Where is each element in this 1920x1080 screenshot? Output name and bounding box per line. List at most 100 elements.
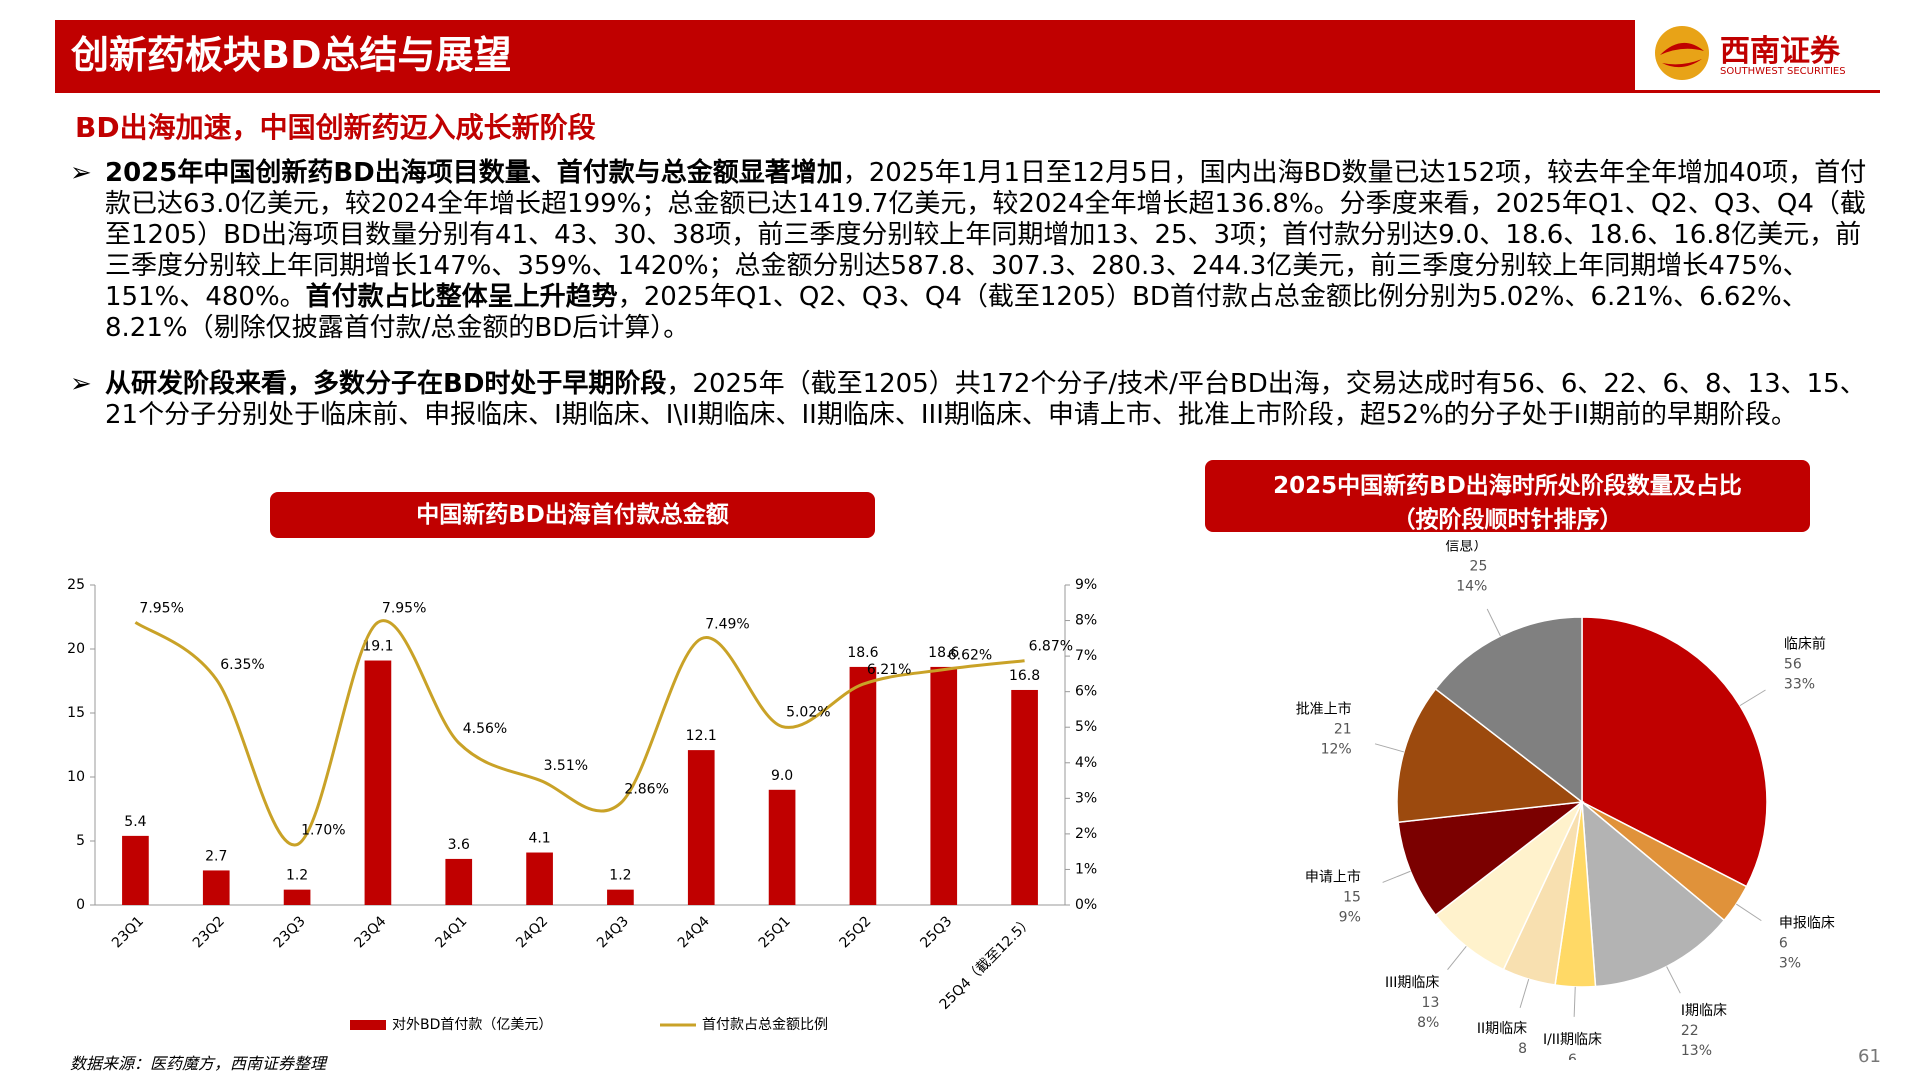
leader-line xyxy=(1486,608,1501,637)
pie-banner: 2025中国新药BD出海时所处阶段数量及占比 （按阶段顺时针排序） xyxy=(1205,460,1810,533)
y-tick-label: 15 xyxy=(67,705,85,721)
slice-percent: 14% xyxy=(1456,579,1487,595)
leader-line xyxy=(1447,946,1467,971)
x-tick-label: 24Q2 xyxy=(513,913,551,951)
data-label: 5.4 xyxy=(124,814,146,830)
bar xyxy=(122,835,149,905)
x-tick-label: 23Q1 xyxy=(109,913,147,951)
y2-tick-label: 6% xyxy=(1075,684,1097,700)
bar xyxy=(364,660,392,905)
data-label: 6.21% xyxy=(867,662,911,678)
slice-percent: 8% xyxy=(1417,1015,1439,1031)
data-label: 9.0 xyxy=(771,768,793,784)
chart-title: 2025中国新药BD出海时所处阶段数量及占比 xyxy=(1273,473,1742,499)
bar xyxy=(202,870,230,905)
x-tick-label: 23Q4 xyxy=(352,913,390,951)
y-tick-label: 0 xyxy=(76,897,85,913)
slice-value: 22 xyxy=(1681,1023,1699,1039)
pie-slice xyxy=(1396,687,1584,824)
data-label: 18.6 xyxy=(847,645,878,661)
y2-tick-label: 2% xyxy=(1075,826,1097,842)
data-label: 18.6 xyxy=(928,645,959,661)
logo-english: SOUTHWEST SECURITIES xyxy=(1720,66,1846,77)
bullet: 2025年中国创新药BD出海项目数量、首付款与总金额显著增加，2025年1月1日… xyxy=(70,158,1875,344)
data-label: 12.1 xyxy=(686,728,717,744)
line xyxy=(134,619,1025,847)
header-rule xyxy=(55,90,1880,93)
leader-line xyxy=(1739,689,1766,707)
bar xyxy=(930,666,958,905)
leader-line xyxy=(1736,903,1762,922)
slice-percent: 12% xyxy=(1321,742,1352,758)
slice-value: 13 xyxy=(1422,995,1440,1011)
data-label: 5.02% xyxy=(786,705,830,721)
y-tick-label: 25 xyxy=(67,577,85,593)
data-label: 7.95% xyxy=(139,600,183,616)
slice-label: II期临床 xyxy=(1477,1021,1527,1037)
slice-percent: 9% xyxy=(1339,909,1361,925)
data-label: 2.7 xyxy=(205,848,227,864)
bar xyxy=(849,666,877,905)
bullet-text: ，2025年1月1日至12月5日，国内出海BD数量已达152项，较去年全年增加4… xyxy=(105,158,1867,312)
slice-value: 56 xyxy=(1784,657,1802,673)
data-label: 3.51% xyxy=(544,758,588,774)
data-label: 6.87% xyxy=(1029,639,1073,655)
subtitle: BD出海加速，中国创新药迈入成长新阶段 xyxy=(75,111,596,144)
slice-value: 15 xyxy=(1343,889,1361,905)
bullet-text: 2025年中国创新药BD出海项目数量、首付款与总金额显著增加 xyxy=(105,158,843,188)
slice-percent: 13% xyxy=(1681,1043,1712,1059)
leader-line xyxy=(1519,979,1530,1009)
data-label: 6.62% xyxy=(948,648,992,664)
leader-line xyxy=(1666,966,1681,994)
slice-label: 其它（技术/平台/无公开信息） xyxy=(1413,540,1488,555)
x-tick-label: 24Q4 xyxy=(675,913,713,951)
chart-subtitle: （按阶段顺时针排序） xyxy=(1392,507,1623,533)
source: 数据来源：医药魔方，西南证券整理 xyxy=(70,1054,327,1073)
slice-percent: 33% xyxy=(1784,677,1815,693)
leader-line xyxy=(1573,986,1576,1017)
slice-label: 批准上市 xyxy=(1296,701,1352,718)
slice-value: 25 xyxy=(1470,559,1488,575)
bullet-text: 从研发阶段来看，多数分子在BD时处于早期阶段 xyxy=(105,369,667,399)
data-label: 1.2 xyxy=(609,868,631,884)
bullet-text: 首付款占比整体呈上升趋势 xyxy=(305,282,618,312)
data-label: 7.95% xyxy=(382,600,426,616)
slice-label: 临床前 xyxy=(1784,636,1826,653)
slice-label: 申报临床 xyxy=(1779,915,1835,931)
y-tick-label: 20 xyxy=(67,641,85,657)
x-tick-label: 25Q1 xyxy=(756,913,794,951)
legend-label: 对外BD首付款（亿美元） xyxy=(392,1017,552,1033)
slice-label: 申请上市 xyxy=(1305,868,1361,885)
leader-line xyxy=(1382,870,1411,883)
bar xyxy=(445,858,473,905)
x-tick-label: 25Q2 xyxy=(837,913,875,951)
pie-chart: 临床前5633%申报临床63%I期临床2213%I/II期临床63%II期临床8… xyxy=(1296,540,1835,1060)
slice-value: 21 xyxy=(1334,722,1352,738)
bar-line-chart: 0 5 10 15 20 25 0% 1% 2% 3% 4% 5% 6% 7% 8% 9% 23Q1 23Q2 23… xyxy=(67,577,1097,1033)
y2-tick-label: 3% xyxy=(1075,790,1097,806)
x-tick-label: 25Q3 xyxy=(917,913,955,951)
logo: 西南证券 SOUTHWEST SECURITIES xyxy=(1650,18,1880,88)
slice-label: I/II期临床 xyxy=(1543,1032,1602,1048)
data-label: 1.2 xyxy=(286,868,308,884)
x-tick-label: 23Q2 xyxy=(190,913,228,951)
pie-slice xyxy=(1581,616,1768,888)
x-tick-label: 24Q1 xyxy=(432,913,470,951)
x-tick-label: 24Q3 xyxy=(594,913,632,951)
data-label: 7.49% xyxy=(705,617,749,633)
data-label: 6.35% xyxy=(220,657,264,673)
data-label: 1.70% xyxy=(301,823,345,839)
chart-title: 中国新药BD出海首付款总金额 xyxy=(270,492,875,538)
data-label: 16.8 xyxy=(1009,668,1040,684)
y2-tick-label: 9% xyxy=(1075,577,1097,593)
slice-label: I期临床 xyxy=(1681,1003,1727,1019)
header-title: 创新药板块BD总结与展望 xyxy=(55,20,1635,90)
y-tick-label: 10 xyxy=(67,769,85,785)
slice-value: 6 xyxy=(1568,1052,1577,1060)
page-number: 61 xyxy=(1858,1046,1881,1067)
data-label: 19.1 xyxy=(362,639,393,655)
y-tick-label: 5 xyxy=(76,833,85,849)
slice-value: 8 xyxy=(1518,1041,1527,1057)
bar xyxy=(687,750,715,905)
